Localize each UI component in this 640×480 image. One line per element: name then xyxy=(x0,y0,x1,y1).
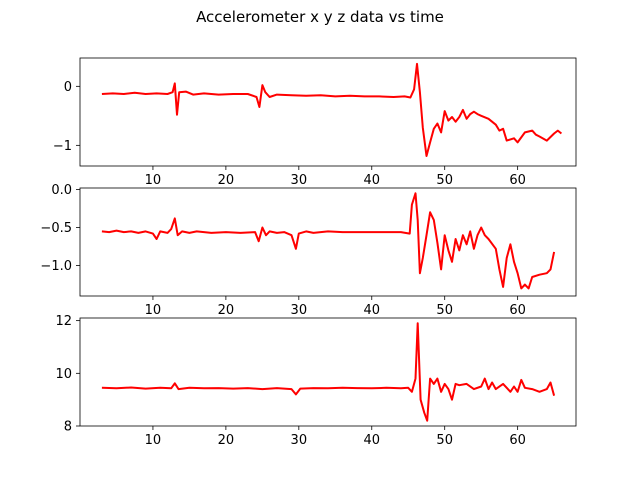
x-tick-label-y: 40 xyxy=(363,303,380,318)
x-tick-label-y: 30 xyxy=(291,303,308,318)
y-tick-label-y: −0.5 xyxy=(40,221,72,236)
y-tick-label-x: 0 xyxy=(64,80,72,95)
x-tick-label-z: 60 xyxy=(509,433,526,448)
x-tick-label-x: 20 xyxy=(218,173,235,188)
y-tick-label-z: 8 xyxy=(64,420,72,435)
x-tick-label-x: 60 xyxy=(509,173,526,188)
y-tick-label-y: −1.0 xyxy=(40,259,72,274)
axes-y: 10 20 30 40 50 60 0.0 −0.5 −1.0 xyxy=(40,183,577,318)
axes-frame-z xyxy=(79,317,577,427)
x-tick-label-y: 60 xyxy=(509,303,526,318)
x-tick-label-z: 10 xyxy=(145,433,162,448)
axes-frame-y xyxy=(79,187,577,297)
axes-frame-x xyxy=(79,57,577,167)
x-tick-label-y: 10 xyxy=(145,303,162,318)
x-tick-label-x: 30 xyxy=(291,173,308,188)
x-tick-label-z: 40 xyxy=(363,433,380,448)
y-tick-label-y: 0.0 xyxy=(51,183,72,198)
x-tick-label-x: 40 xyxy=(363,173,380,188)
x-tick-label-z: 30 xyxy=(291,433,308,448)
x-tick-label-y: 20 xyxy=(218,303,235,318)
x-tick-label-y: 50 xyxy=(436,303,453,318)
x-tick-label-x: 10 xyxy=(145,173,162,188)
series-line-y xyxy=(101,192,556,290)
series-line-z xyxy=(101,322,556,422)
series-line-x xyxy=(101,62,563,157)
x-tick-label-x: 50 xyxy=(436,173,453,188)
x-tick-label-z: 20 xyxy=(218,433,235,448)
x-tick-label-z: 50 xyxy=(436,433,453,448)
axes-x: 10 20 30 40 50 60 0 −1 xyxy=(53,57,577,188)
y-tick-label-x: −1 xyxy=(53,139,72,154)
y-tick-label-z: 10 xyxy=(55,367,72,382)
figure-title: Accelerometer x y z data vs time xyxy=(196,8,444,26)
y-tick-label-z: 12 xyxy=(55,314,72,329)
axes-z: 10 20 30 40 50 60 12 10 8 xyxy=(55,314,577,448)
